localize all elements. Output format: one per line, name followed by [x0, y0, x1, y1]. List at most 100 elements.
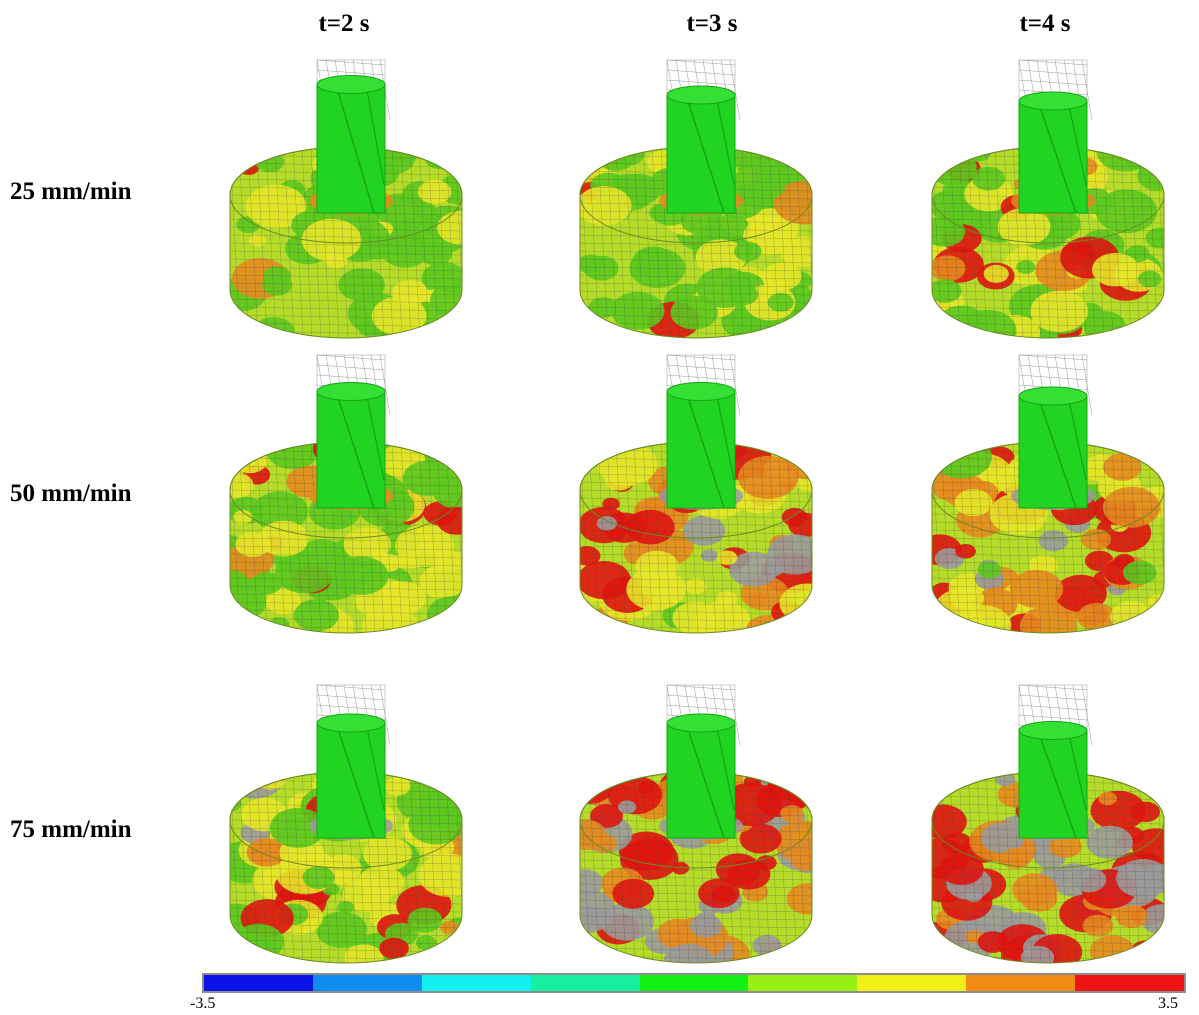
stress-patch — [580, 546, 601, 566]
stress-patch — [316, 911, 368, 948]
colorbar-segment — [857, 975, 967, 991]
stress-patch — [1012, 873, 1058, 906]
stress-patch — [1071, 867, 1107, 893]
stress-patch — [232, 923, 285, 961]
colorbar-segment — [421, 975, 531, 991]
stress-patch — [997, 207, 1051, 246]
colorbar-min-label: -3.5 — [190, 995, 216, 1012]
stress-patch — [587, 772, 617, 784]
panel-r2-c2 — [579, 354, 813, 634]
stress-patch — [762, 262, 802, 291]
drill-tool — [666, 85, 736, 214]
panel-r1-c2 — [579, 59, 813, 339]
stress-patch — [796, 782, 812, 796]
stress-patch — [377, 580, 426, 616]
stress-patch — [716, 590, 738, 607]
stress-patch — [773, 180, 812, 225]
stress-patch — [583, 255, 619, 281]
stress-patch — [1117, 147, 1164, 171]
stress-patch — [424, 147, 458, 170]
colorbar-segment — [204, 975, 313, 991]
panel-r2-c1 — [229, 354, 463, 634]
stress-patch — [255, 151, 285, 173]
stress-patch — [965, 889, 983, 903]
stress-patch — [983, 264, 1009, 283]
stress-patch — [407, 907, 443, 933]
stress-patch — [418, 853, 462, 897]
drill-tool — [666, 713, 736, 839]
stress-patch — [1082, 914, 1114, 937]
stress-patch — [596, 516, 617, 531]
colorbar — [202, 973, 1186, 993]
drill-tool — [1018, 721, 1088, 839]
stress-patch — [932, 804, 967, 839]
stress-patch — [700, 549, 719, 562]
stress-patch — [696, 267, 754, 308]
stress-patch — [617, 800, 637, 814]
stress-patch — [389, 147, 420, 163]
row-label-1: 25 mm/min — [10, 178, 132, 205]
stress-patch — [791, 849, 812, 871]
stress-patch — [238, 160, 259, 176]
stress-patch — [1145, 227, 1164, 249]
drill-tool — [1018, 91, 1088, 214]
stress-patch — [786, 883, 812, 915]
stress-patch — [230, 312, 245, 334]
workpiece-outline — [931, 441, 1165, 634]
stress-patch — [791, 150, 812, 166]
stress-patch — [955, 544, 976, 559]
stress-patch — [415, 935, 437, 951]
stress-patch — [1038, 530, 1069, 552]
stress-patch — [733, 163, 787, 202]
stress-patch — [426, 596, 462, 633]
stress-patch — [384, 776, 411, 796]
colorbar-segment — [312, 975, 422, 991]
stress-patch — [1096, 147, 1155, 172]
workpiece-outline — [579, 146, 813, 339]
stress-patch — [1140, 151, 1164, 170]
drill-tool — [316, 713, 386, 839]
stress-patch — [620, 838, 679, 881]
drill-tool — [316, 75, 386, 214]
column-label-1: t=2 s — [318, 10, 370, 37]
panel-r1-c3 — [931, 59, 1165, 339]
stress-patch — [689, 914, 723, 938]
stress-patch — [580, 772, 613, 805]
stress-patch — [337, 901, 355, 914]
stress-patch — [230, 581, 267, 622]
stress-patch — [580, 607, 608, 633]
workpiece-outline — [931, 771, 1165, 964]
stress-patch — [230, 772, 283, 799]
stress-patch — [248, 234, 266, 247]
stress-patch — [301, 218, 362, 262]
stress-patch — [419, 242, 453, 266]
stress-patch — [766, 534, 812, 575]
stress-patch — [408, 804, 462, 845]
stress-patch — [774, 820, 812, 862]
colorbar-segment — [639, 975, 749, 991]
stress-patch — [246, 838, 287, 867]
column-label-2: t=3 s — [686, 10, 738, 37]
stress-patch — [1016, 260, 1036, 274]
workpiece-outline — [579, 771, 813, 964]
panel-r2-c3 — [931, 354, 1165, 634]
stress-patch — [334, 556, 389, 595]
stress-patch — [602, 618, 625, 633]
stress-patch — [251, 572, 283, 595]
stress-patch — [596, 442, 658, 486]
stress-patch — [417, 179, 452, 204]
stress-patch — [1001, 847, 1031, 869]
stress-patch — [727, 858, 771, 890]
stress-patch — [582, 147, 604, 163]
colorbar-segment — [966, 975, 1076, 991]
stress-patch — [252, 491, 309, 532]
stress-patch — [1077, 603, 1117, 631]
drill-tool — [666, 382, 736, 509]
row-label-3: 75 mm/min — [10, 816, 132, 843]
workpiece-outline — [579, 441, 813, 634]
stress-patch — [612, 878, 655, 909]
colorbar-segment — [1075, 975, 1185, 991]
column-label-3: t=4 s — [1019, 10, 1071, 37]
stress-patch — [439, 442, 462, 458]
stress-patch — [1086, 825, 1133, 859]
